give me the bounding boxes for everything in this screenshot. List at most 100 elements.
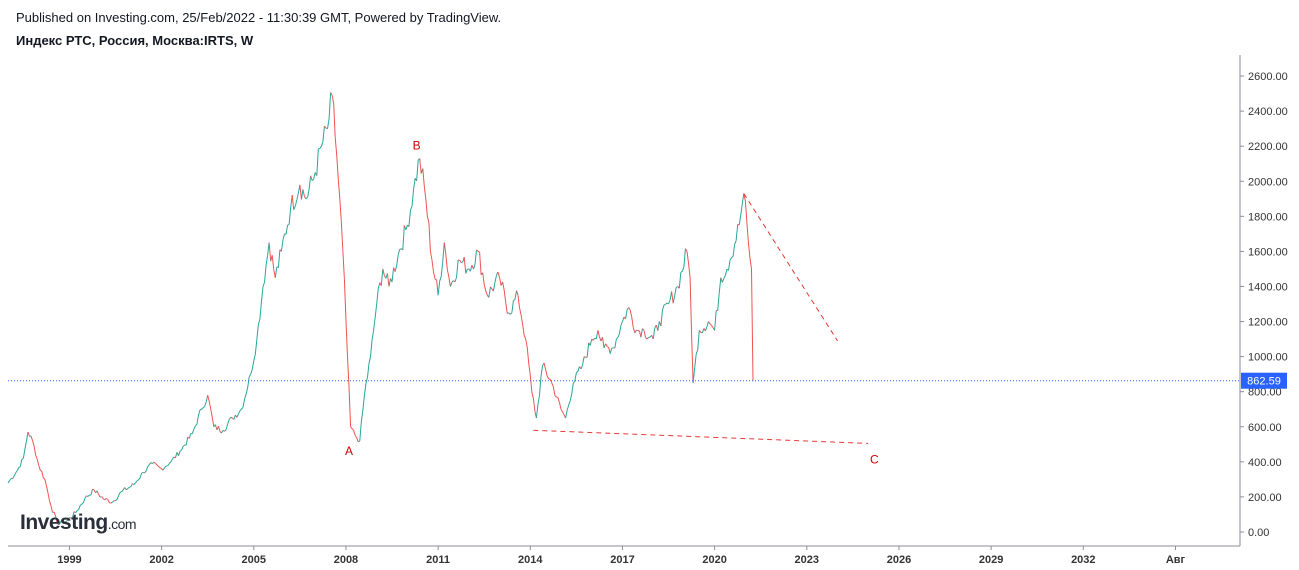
price-segment [449, 281, 453, 287]
price-segment [274, 266, 278, 278]
price-segment [302, 189, 305, 197]
x-tick-label: 2029 [979, 554, 1003, 566]
price-segment [595, 330, 599, 339]
price-segment [540, 365, 544, 377]
price-segment [62, 521, 66, 525]
price-segment [617, 333, 620, 338]
price-segment [327, 118, 330, 129]
price-segment [282, 233, 285, 240]
price-segment [86, 495, 89, 497]
price-segment [485, 290, 488, 296]
price-segment [586, 342, 590, 358]
price-segment [53, 511, 57, 517]
price-segment [36, 459, 40, 466]
price-segment [513, 299, 516, 301]
price-segment [67, 517, 70, 520]
price-segment [746, 222, 749, 243]
price-segment [253, 354, 256, 361]
price-segment [214, 424, 218, 431]
price-segment [342, 251, 345, 280]
price-segment [557, 397, 560, 403]
price-segment [483, 284, 487, 291]
price-segment [127, 486, 130, 489]
price-segment [218, 425, 221, 432]
price-segment [135, 480, 138, 484]
price-segment [439, 276, 442, 282]
price-segment [615, 336, 619, 340]
price-segment [356, 437, 359, 442]
price-segment [721, 278, 725, 283]
price-segment [293, 206, 296, 210]
price-segment [511, 300, 514, 313]
price-segment [474, 249, 477, 265]
price-segment [116, 495, 120, 500]
price-segment [683, 248, 686, 267]
price-segment [225, 423, 229, 430]
price-segment [21, 457, 24, 460]
price-segment [448, 277, 451, 287]
price-segment [625, 309, 628, 319]
price-segment [741, 193, 745, 204]
price-segment [277, 249, 281, 268]
price-segment [136, 479, 139, 482]
price-segment [300, 189, 304, 200]
price-segment [79, 503, 83, 506]
price-segment [507, 312, 509, 314]
logo-suffix: .com [107, 516, 137, 532]
price-segment [49, 500, 52, 506]
price-segment [646, 337, 649, 340]
last-price-marker: 862.59 [8, 372, 1287, 389]
price-segment [694, 354, 697, 368]
price-segment [456, 259, 459, 278]
price-segment [531, 391, 534, 399]
price-segment [178, 451, 181, 456]
price-segment [337, 179, 341, 199]
price-segment [701, 328, 705, 333]
price-segment [423, 186, 427, 199]
price-segment [30, 435, 34, 441]
y-tick-label: 400.00 [1248, 457, 1282, 469]
price-segment [115, 498, 118, 502]
price-segment [672, 295, 676, 304]
price-segment [39, 469, 43, 472]
price-segment [732, 244, 736, 257]
price-segment [145, 466, 149, 471]
price-segment [119, 491, 122, 493]
price-segment [740, 203, 743, 216]
price-segment [589, 338, 593, 346]
y-tick-label: 2200.00 [1248, 141, 1288, 153]
price-segment [287, 223, 290, 226]
price-segment [244, 394, 247, 400]
price-segment [201, 407, 204, 410]
price-segment [490, 286, 493, 290]
price-segment [330, 92, 333, 96]
price-segment [339, 198, 342, 222]
price-segment [622, 316, 625, 322]
price-segment [396, 254, 399, 266]
price-segment [442, 242, 445, 263]
price-segment [319, 145, 322, 149]
price-segment [476, 249, 479, 252]
price-segment [620, 321, 623, 326]
price-segment [499, 277, 502, 286]
price-segment [47, 492, 50, 501]
price-segment [296, 193, 299, 200]
price-segment [353, 430, 356, 436]
price-segment [125, 488, 129, 491]
price-segment [167, 463, 170, 466]
price-segment [709, 323, 712, 326]
price-segment [608, 347, 611, 354]
price-segment [402, 225, 405, 250]
price-segment [248, 373, 252, 378]
price-segment [285, 225, 289, 235]
price-segment [58, 522, 61, 526]
price-segment [182, 444, 186, 447]
price-segment [188, 433, 192, 439]
price-segment [598, 336, 602, 342]
price-segment [102, 498, 106, 501]
price-segment [520, 314, 524, 325]
x-tick-label: 2008 [334, 554, 358, 566]
price-segment [376, 288, 379, 305]
price-segment [675, 286, 679, 288]
